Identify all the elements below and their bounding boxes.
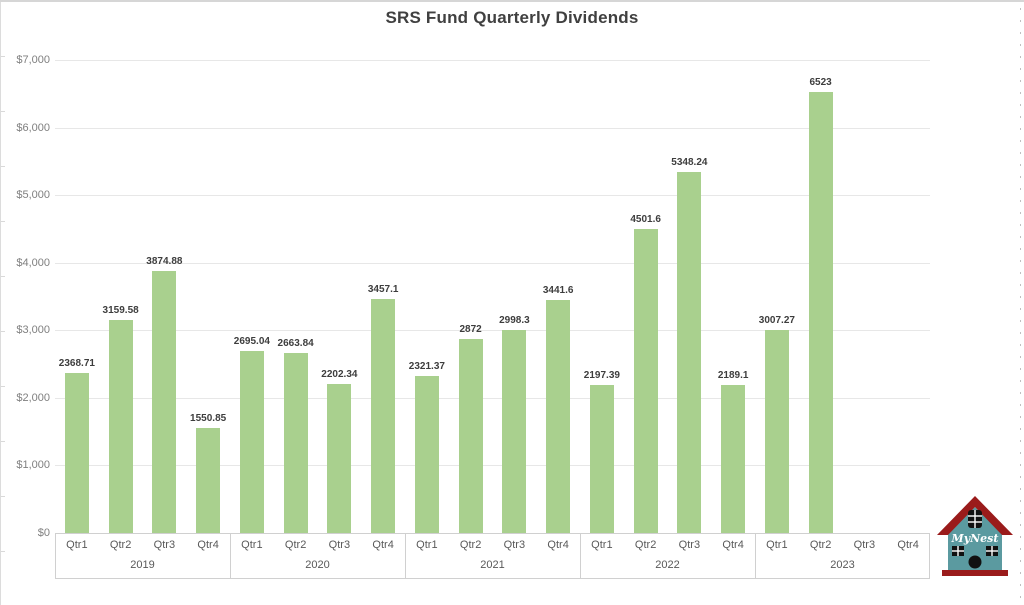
right-window-icon [986, 546, 998, 556]
bar-value-label: 2197.39 [583, 369, 620, 381]
bar-value-label: 2202.34 [321, 369, 358, 381]
quarter-label-2019-Qtr1: Qtr1 [66, 539, 88, 551]
x-axis-separator [55, 534, 56, 578]
birdhouse-roof-icon [937, 496, 1013, 535]
bar-2021-Qtr2 [458, 338, 483, 533]
gridline-4000 [55, 262, 930, 264]
x-axis: Qtr1 Qtr2 Qtr3 Qtr4 2019 Qtr1 Qtr2 Qtr3 Qtr4 2020… [55, 533, 930, 579]
gridline-6000 [55, 127, 930, 129]
bar-2020-Qtr1 [239, 350, 264, 533]
bar-2019-Qtr1 [64, 372, 89, 533]
bar-value-label: 3159.58 [102, 304, 139, 316]
bar-2022-Qtr1 [589, 384, 614, 533]
bar-value-label: 2189.1 [717, 370, 749, 382]
bar-value-label: 6523 [809, 77, 832, 89]
gridline-1000 [55, 465, 930, 467]
quarter-label-2022-Qtr4: Qtr4 [722, 539, 744, 551]
quarter-label-2022-Qtr1: Qtr1 [591, 539, 613, 551]
quarter-label-2020-Qtr3: Qtr3 [328, 539, 351, 551]
bar-2019-Qtr4 [196, 428, 221, 533]
mynest-logo: MyNest [937, 496, 1013, 576]
sheet-top-border [0, 0, 1024, 2]
bar-value-label: 2368.71 [58, 357, 95, 369]
y-tick-label: $2,000 [16, 391, 50, 404]
y-axis: $0 $1,000 $2,000 $3,000 $4,000 $5,000 $6,000 $7… [0, 55, 50, 539]
y-tick-label: $5,000 [16, 189, 50, 202]
quarter-label-2023-Qtr4: Qtr4 [897, 539, 919, 551]
year-label-2022: 2022 [655, 559, 680, 571]
bar-value-label: 2872 [459, 323, 482, 335]
logo-wordmark: MyNest [951, 532, 999, 545]
bar-2022-Qtr4 [721, 385, 746, 533]
bar-value-label: 5348.24 [671, 156, 708, 168]
quarter-label-2023-Qtr3: Qtr3 [853, 539, 876, 551]
bar-2022-Qtr2 [633, 228, 658, 533]
bar-2020-Qtr2 [283, 353, 308, 533]
quarter-label-2022-Qtr2: Qtr2 [634, 539, 657, 551]
bar-2019-Qtr3 [152, 271, 177, 533]
bar-value-label: 2663.84 [277, 338, 314, 350]
bar-value-label: 2998.3 [499, 315, 530, 327]
x-axis-separator [405, 534, 406, 578]
quarter-label-2021-Qtr3: Qtr3 [503, 539, 526, 551]
quarter-label-2020-Qtr2: Qtr2 [284, 539, 307, 551]
birdhouse-base [942, 570, 1008, 576]
quarter-label-2019-Qtr4: Qtr4 [197, 539, 219, 551]
quarter-label-2020-Qtr1: Qtr1 [241, 539, 263, 551]
y-tick-label: $4,000 [16, 256, 50, 269]
bar-value-label: 3874.88 [146, 256, 183, 268]
quarter-label-2021-Qtr2: Qtr2 [459, 539, 482, 551]
bar-value-label: 1550.85 [190, 413, 227, 425]
left-window-icon [952, 546, 964, 556]
year-label-2023: 2023 [830, 559, 855, 571]
quarter-label-2020-Qtr4: Qtr4 [372, 539, 394, 551]
bar-2020-Qtr3 [327, 384, 352, 533]
y-tick-label: $7,000 [16, 54, 50, 66]
bar-2023-Qtr1 [764, 329, 789, 533]
bar-value-label: 3007.27 [758, 314, 795, 326]
x-axis-separator [929, 534, 930, 578]
year-label-2021: 2021 [480, 559, 505, 571]
gridline-5000 [55, 195, 930, 197]
gridline-3000 [55, 330, 930, 332]
quarter-label-2019-Qtr2: Qtr2 [109, 539, 132, 551]
y-tick-label: $3,000 [16, 324, 50, 337]
gridline-7000 [55, 60, 930, 61]
quarter-label-2019-Qtr3: Qtr3 [153, 539, 176, 551]
gridline-2000 [55, 397, 930, 399]
y-tick-label: $0 [37, 527, 50, 539]
bar-value-label: 3457.1 [367, 284, 399, 296]
quarter-label-2023-Qtr1: Qtr1 [766, 539, 788, 551]
plot-area: 2368.71 3159.58 3874.88 1550.85 2695.04 2663.… [55, 60, 930, 533]
bar-2020-Qtr4 [371, 299, 396, 533]
quarter-label-2021-Qtr4: Qtr4 [547, 539, 569, 551]
bar-value-label: 3441.6 [542, 285, 574, 297]
attic-window-icon [968, 510, 982, 528]
quarter-label-2023-Qtr2: Qtr2 [809, 539, 832, 551]
bar-2022-Qtr3 [677, 171, 702, 533]
x-axis-separator [755, 534, 756, 578]
bar-2021-Qtr1 [414, 376, 439, 533]
year-label-2020: 2020 [305, 559, 330, 571]
birdhouse-hole-icon [968, 555, 982, 569]
bar-2021-Qtr3 [502, 330, 527, 533]
x-axis-separator [580, 534, 581, 578]
x-axis-separator [230, 534, 231, 578]
quarter-label-2022-Qtr3: Qtr3 [678, 539, 701, 551]
year-label-2019: 2019 [130, 559, 155, 571]
y-tick-label: $1,000 [16, 459, 50, 472]
quarter-label-2021-Qtr1: Qtr1 [416, 539, 438, 551]
bar-value-label: 2695.04 [233, 335, 270, 347]
sheet-left-edge-ticks [0, 2, 5, 605]
bar-2021-Qtr4 [546, 300, 571, 533]
bar-2023-Qtr2 [808, 92, 833, 533]
bar-2019-Qtr2 [108, 319, 133, 533]
bar-value-label: 2321.37 [408, 361, 445, 373]
page-break-line [1020, 8, 1021, 605]
chart-title: SRS Fund Quarterly Dividends [385, 8, 639, 27]
y-tick-label: $6,000 [16, 121, 50, 134]
bar-value-label: 4501.6 [630, 213, 661, 225]
